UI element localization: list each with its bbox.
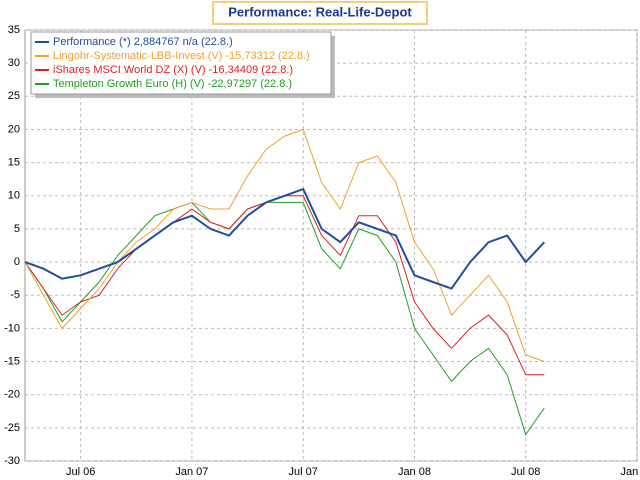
y-tick-label: 15 (8, 157, 20, 169)
legend-label: Performance (*) 2,884767 n/a (22.8.) (53, 36, 233, 48)
y-tick-label: -10 (4, 322, 20, 334)
legend-label: Templeton Growth Euro (H) (V) -22,97297 … (53, 78, 292, 90)
y-tick-label: -25 (4, 422, 20, 434)
chart-title: Performance: Real-Life-Depot (228, 4, 412, 19)
y-tick-label: 5 (14, 223, 20, 235)
y-tick-label: -5 (10, 289, 20, 301)
y-tick-label: 35 (8, 24, 20, 36)
y-tick-label: 10 (8, 190, 20, 202)
series-line (24, 128, 545, 362)
x-tick-label: Jan 08 (398, 466, 431, 478)
series-line (24, 187, 546, 290)
y-tick-label: 30 (8, 57, 20, 69)
title-box (212, 1, 428, 25)
legend-label: Lingohr-Systematic-LBB-Invest (V) -15,73… (53, 50, 310, 62)
legend-label: iShares MSCI World DZ (X) (V) -16,34409 … (53, 64, 293, 76)
x-tick-label: Jul 06 (66, 466, 95, 478)
y-tick-label: -20 (4, 389, 20, 401)
y-tick-label: -15 (4, 355, 20, 367)
x-tick-label: Jul 07 (289, 466, 318, 478)
y-tick-label: 20 (8, 123, 20, 135)
x-tick-label: Jan 09 (620, 466, 640, 478)
x-tick-label: Jul 08 (511, 466, 540, 478)
legend (30, 31, 332, 95)
y-tick-label: 0 (14, 256, 20, 268)
y-tick-label: -30 (4, 455, 20, 467)
x-tick-label: Jan 07 (175, 466, 208, 478)
y-tick-label: 25 (8, 90, 20, 102)
